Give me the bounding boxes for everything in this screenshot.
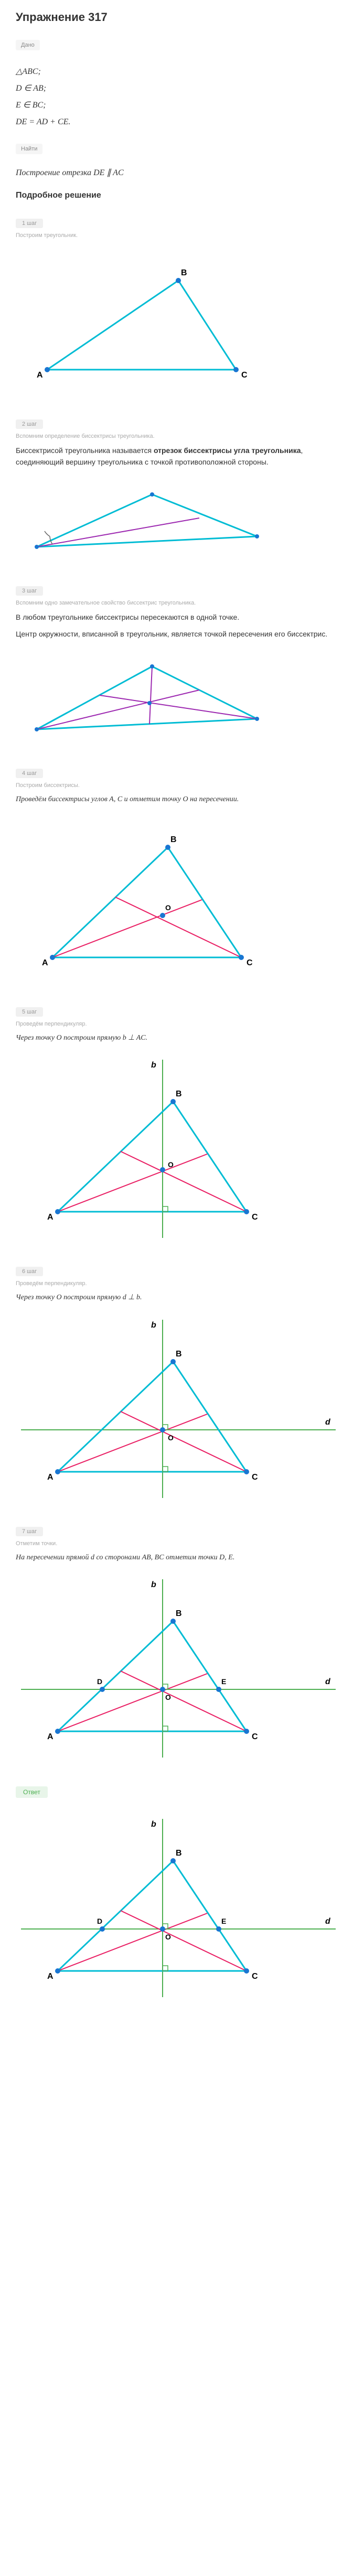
diagram-step7: A C B O D E b d [16,1574,348,1765]
step-text: Центр окружности, вписанной в треугольни… [16,628,348,640]
step-label: 7 шаг [16,1527,43,1536]
svg-text:B: B [176,1609,182,1618]
svg-text:B: B [176,1090,182,1098]
svg-text:B: B [170,835,177,844]
step-text: На пересечении прямой d со сторонами AB,… [16,1552,348,1564]
step-label: 6 шаг [16,1267,43,1276]
step-subtitle: Отметим точки. [16,1540,348,1547]
svg-text:C: C [252,1473,258,1482]
step-text: Через точку O построим прямую b ⊥ AC. [16,1032,348,1044]
step-subtitle: Проведём перпендикуляр. [16,1280,348,1287]
svg-text:b: b [151,1820,156,1829]
svg-text:D: D [97,1677,102,1686]
diagram-step2 [16,479,348,565]
diagram-step6: A C B O b d [16,1314,348,1506]
step-text: Проведём биссектрисы углов A, C и отмети… [16,794,348,805]
svg-text:A: A [47,1972,53,1981]
step-text: Биссектрисой треугольника называется отр… [16,445,348,468]
given-line: △ABC; [16,63,348,80]
svg-text:C: C [252,1732,258,1741]
svg-text:O: O [165,1693,171,1701]
svg-text:B: B [181,268,187,277]
step-subtitle: Проведём перпендикуляр. [16,1021,348,1027]
find-text: Построение отрезка DE ∥ AC [16,167,348,178]
svg-text:d: d [325,1917,331,1926]
step-text: В любом треугольнике биссектрисы пересек… [16,611,348,623]
exercise-title: Упражнение 317 [16,10,348,24]
diagram-step4: A C B O [16,816,348,986]
diagram-step5: A C B O b [16,1054,348,1246]
svg-text:A: A [47,1732,53,1741]
svg-text:E: E [221,1917,226,1925]
given-block: △ABC; D ∈ AB; E ∈ BC; DE = AD + CE. [16,63,348,131]
diagram-step3 [16,651,348,748]
svg-text:O: O [165,1933,171,1941]
svg-text:B: B [176,1849,182,1858]
diagram-answer: A C B O D E b d [16,1814,348,2005]
step-label: 2 шаг [16,419,43,429]
svg-text:C: C [241,371,248,380]
svg-text:C: C [252,1972,258,1981]
svg-text:d: d [325,1418,331,1427]
svg-text:C: C [247,958,253,967]
step-subtitle: Вспомним определение биссектрисы треугол… [16,433,348,439]
svg-text:D: D [97,1917,102,1925]
given-line: D ∈ AB; [16,80,348,97]
step-label: 1 шаг [16,219,43,228]
svg-text:b: b [151,1321,156,1330]
given-line: DE = AD + CE. [16,114,348,131]
svg-text:O: O [165,903,171,912]
step-label: 4 шаг [16,769,43,778]
step-text: Через точку O построим прямую d ⊥ b. [16,1292,348,1303]
step-subtitle: Построим треугольник. [16,232,348,239]
svg-text:A: A [37,371,43,380]
svg-text:E: E [221,1677,226,1686]
svg-text:C: C [252,1213,258,1222]
step-label: 3 шаг [16,586,43,596]
svg-text:O: O [168,1433,174,1442]
diagram-step1: A C B [16,249,348,398]
svg-text:b: b [151,1061,156,1070]
svg-text:A: A [47,1473,53,1482]
svg-text:A: A [42,958,48,967]
svg-text:O: O [168,1160,174,1169]
step-subtitle: Построим биссектрисы. [16,782,348,789]
answer-label: Ответ [16,1786,48,1798]
step-label: 5 шаг [16,1007,43,1017]
svg-text:b: b [151,1580,156,1589]
step-subtitle: Вспомним одно замечательное свойство бис… [16,600,348,606]
given-line: E ∈ BC; [16,97,348,114]
find-label: Найти [16,144,42,154]
given-label: Дано [16,40,40,50]
svg-text:A: A [47,1213,53,1222]
svg-text:d: d [325,1677,331,1686]
svg-text:B: B [176,1350,182,1359]
solution-title: Подробное решение [16,191,348,200]
find-block: Построение отрезка DE ∥ AC [16,167,348,178]
